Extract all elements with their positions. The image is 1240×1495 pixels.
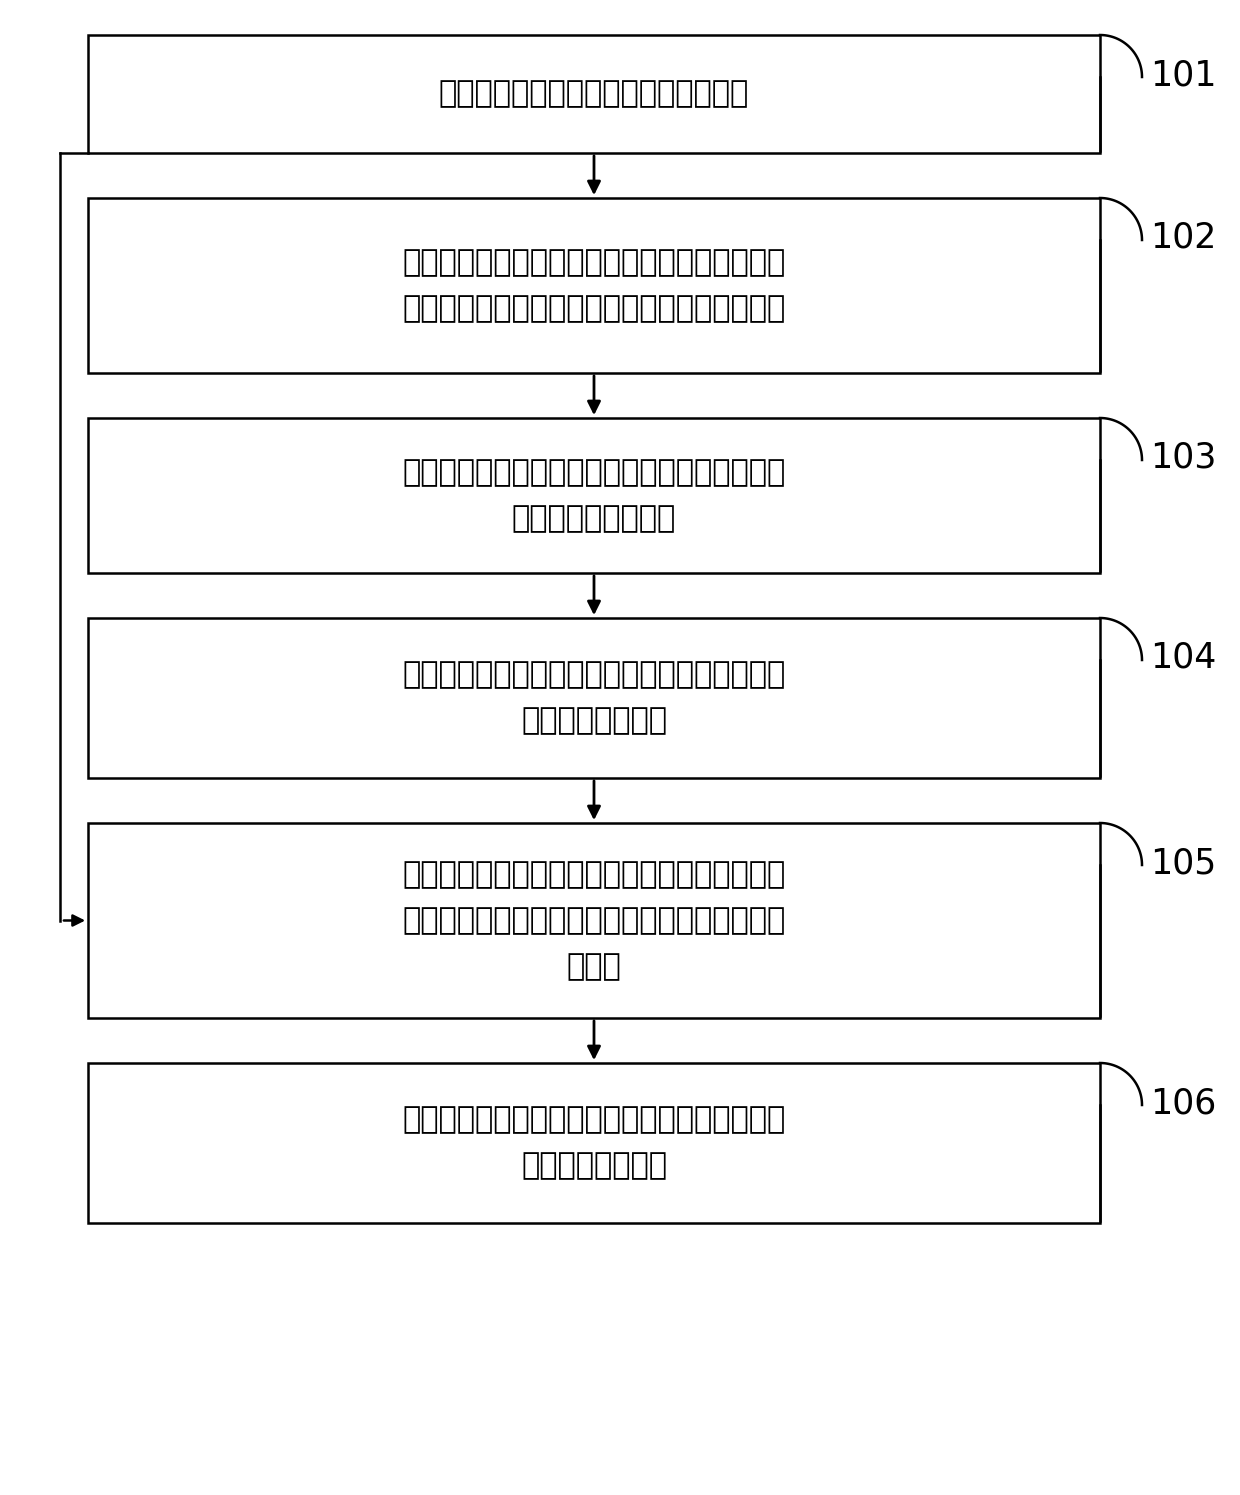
Text: 103: 103 (1149, 441, 1216, 475)
Text: 104: 104 (1149, 641, 1216, 676)
Text: 基于目标卷的各个簇中存储的数据，重建目标卷: 基于目标卷的各个簇中存储的数据，重建目标卷 (402, 1106, 786, 1135)
Text: 存储的数据进行调整: 存储的数据进行调整 (512, 504, 676, 532)
Text: 102: 102 (1149, 221, 1216, 256)
Bar (88, 1063, 1100, 1223)
Bar (88, 617, 1100, 777)
Text: 105: 105 (1149, 846, 1216, 881)
Text: 如果源卷的簇大小小于目标卷的簇大小，将源卷: 如果源卷的簇大小小于目标卷的簇大小，将源卷 (402, 248, 786, 277)
Text: 基于目标卷的各个簇中存储的数据，重建目标卷: 基于目标卷的各个簇中存储的数据，重建目标卷 (402, 661, 786, 689)
Bar (88, 34, 1100, 152)
Text: 对应的各个元文件: 对应的各个元文件 (521, 707, 667, 736)
Text: 如果源卷的簇大小大于或等于目标卷的簇大小，: 如果源卷的簇大小大于或等于目标卷的簇大小， (402, 860, 786, 890)
Text: 将源卷的各个簇中存储的数据拷贝到目标卷的各: 将源卷的各个簇中存储的数据拷贝到目标卷的各 (402, 906, 786, 934)
Text: 106: 106 (1149, 1085, 1216, 1120)
Text: 对应的各个元文件: 对应的各个元文件 (521, 1151, 667, 1181)
Bar (88, 824, 1100, 1018)
Text: 基于数据对应的文件标识，对目标卷的各个簇中: 基于数据对应的文件标识，对目标卷的各个簇中 (402, 457, 786, 487)
Bar (88, 197, 1100, 372)
Text: 的各个簇中存储的数据拷贝到目标卷的各个簇中: 的各个簇中存储的数据拷贝到目标卷的各个簇中 (402, 295, 786, 323)
Text: 个簇中: 个簇中 (567, 952, 621, 981)
Bar (88, 419, 1100, 573)
Text: 确定源卷的簇大小以及目标卷的簇大小: 确定源卷的簇大小以及目标卷的簇大小 (439, 79, 749, 109)
Text: 101: 101 (1149, 58, 1216, 93)
